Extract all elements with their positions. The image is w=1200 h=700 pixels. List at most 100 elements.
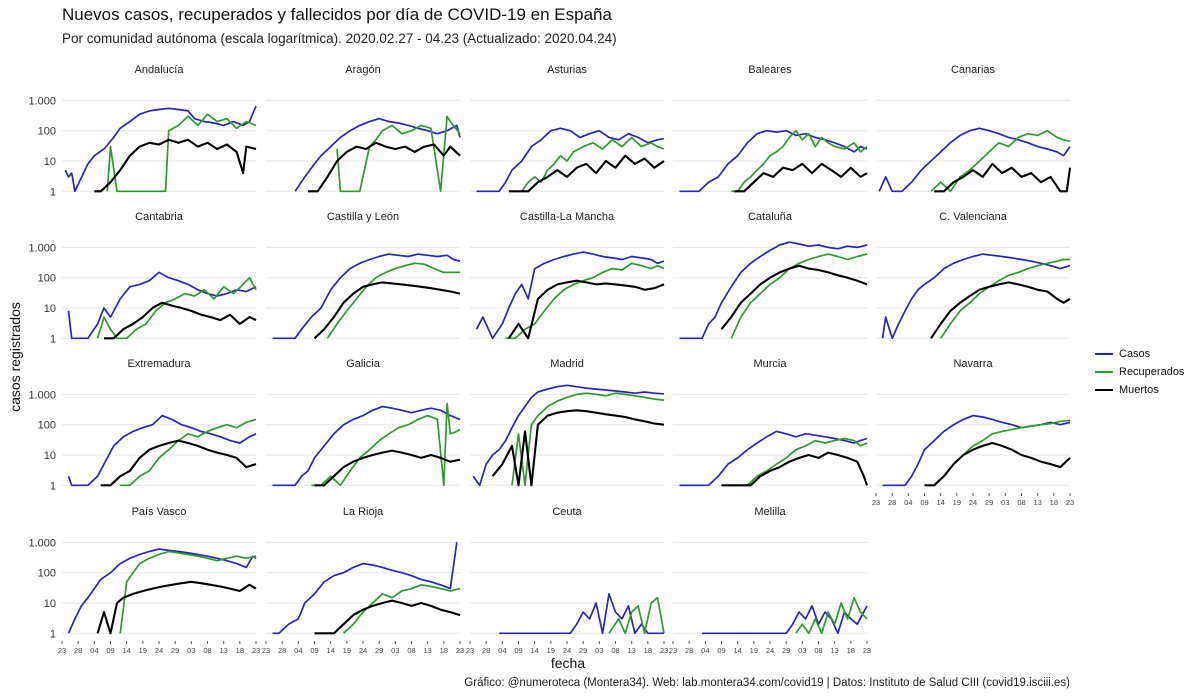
x-tick-label-ceuta-3: 09 xyxy=(514,646,522,655)
x-tick-label-navarra-5: 19 xyxy=(953,498,961,507)
y-tick-label-cantabria-10: 10 xyxy=(44,303,56,315)
y-tick-label-cantabria-1: 1 xyxy=(50,333,56,345)
x-tick-label-melilla-7: 29 xyxy=(782,646,790,655)
x-tick-label-melilla-3: 09 xyxy=(717,646,725,655)
y-axis-label: casos registrados xyxy=(7,302,23,412)
x-tick-label-la-rioja-2: 04 xyxy=(294,646,302,655)
legend-swatch-muertos xyxy=(1095,389,1113,391)
series-casos-cataluna xyxy=(679,241,868,340)
y-tick-label-andalucia-100: 100 xyxy=(38,126,56,138)
series-casos-galicia xyxy=(272,405,461,487)
series-recuperados-melilla xyxy=(795,596,868,635)
series-recuperados-cataluna xyxy=(730,253,868,339)
x-tick-label-melilla-2: 04 xyxy=(701,646,709,655)
legend-item-casos: Casos xyxy=(1095,345,1184,363)
x-tick-label-la-rioja-7: 29 xyxy=(375,646,383,655)
legend-item-recuperados: Recuperados xyxy=(1095,363,1184,381)
chart-caption: Gráfico: @numeroteca (Montera34). Web: l… xyxy=(464,677,1070,689)
panel-title-baleares: Baleares xyxy=(748,64,792,76)
x-tick-label-melilla-12: 23 xyxy=(863,646,871,655)
x-tick-label-melilla-1: 28 xyxy=(685,646,693,655)
x-tick-label-ceuta-1: 28 xyxy=(482,646,490,655)
x-tick-label-la-rioja-11: 18 xyxy=(440,646,448,655)
x-tick-label-pais-vasco-2: 04 xyxy=(90,646,98,655)
series-recuperados-galicia xyxy=(311,402,461,487)
y-tick-label-pais-vasco-1: 1 xyxy=(50,628,56,640)
x-tick-label-navarra-12: 23 xyxy=(1066,498,1074,507)
x-tick-label-la-rioja-9: 08 xyxy=(407,646,415,655)
series-recuperados-pais-vasco xyxy=(119,550,257,634)
series-casos-canarias xyxy=(878,127,1071,193)
x-tick-label-la-rioja-4: 14 xyxy=(326,646,334,655)
panel-title-madrid: Madrid xyxy=(550,358,584,370)
series-casos-madrid xyxy=(472,384,665,487)
panel-title-c-valenciana: C. Valenciana xyxy=(939,211,1008,223)
chart-subtitle: Por comunidad autónoma (escala logarítmi… xyxy=(62,31,617,46)
x-tick-label-la-rioja-5: 19 xyxy=(343,646,351,655)
x-tick-label-la-rioja-1: 28 xyxy=(278,646,286,655)
series-casos-ceuta xyxy=(499,593,664,635)
panel-title-asturias: Asturias xyxy=(547,64,587,76)
series-recuperados-murcia xyxy=(737,437,868,487)
series-recuperados-cantabria xyxy=(96,276,257,340)
y-tick-label-andalucia-10: 10 xyxy=(44,156,56,168)
legend-label-casos: Casos xyxy=(1119,348,1151,360)
x-tick-label-navarra-2: 04 xyxy=(904,498,912,507)
panel-title-galicia: Galicia xyxy=(346,358,381,370)
panel-title-pais-vasco: País Vasco xyxy=(132,506,187,518)
series-recuperados-aragon xyxy=(336,115,461,193)
y-tick-label-cantabria-1000: 1.000 xyxy=(28,242,56,254)
series-casos-navarra xyxy=(882,414,1071,487)
panel-title-la-rioja: La Rioja xyxy=(343,506,384,518)
series-muertos-aragon xyxy=(308,141,461,193)
x-tick-label-pais-vasco-4: 14 xyxy=(122,646,130,655)
x-tick-label-pais-vasco-7: 29 xyxy=(171,646,179,655)
series-recuperados-madrid xyxy=(511,392,665,487)
panel-title-andalucia: Andalucía xyxy=(135,64,185,76)
x-tick-label-navarra-6: 24 xyxy=(969,498,977,507)
x-tick-label-ceuta-7: 29 xyxy=(579,646,587,655)
panel-title-murcia: Murcia xyxy=(753,358,787,370)
x-tick-label-navarra-8: 03 xyxy=(1001,498,1009,507)
y-tick-label-andalucia-1000: 1.000 xyxy=(28,95,56,107)
legend-swatch-recuperados xyxy=(1095,371,1113,373)
series-casos-melilla xyxy=(702,605,868,635)
series-recuperados-castilla-y-leon xyxy=(326,262,460,339)
panel-title-navarra: Navarra xyxy=(953,358,993,370)
series-casos-murcia xyxy=(679,430,868,487)
y-tick-label-andalucia-1: 1 xyxy=(50,186,56,198)
x-tick-label-navarra-0: 23 xyxy=(872,498,880,507)
series-casos-cantabria xyxy=(67,271,257,340)
legend-label-recuperados: Recuperados xyxy=(1119,366,1185,378)
panel-title-cataluna: Cataluña xyxy=(748,211,793,223)
series-muertos-extremadura xyxy=(100,439,257,487)
x-tick-label-pais-vasco-3: 09 xyxy=(106,646,114,655)
series-recuperados-extremadura xyxy=(120,418,257,487)
x-tick-label-navarra-7: 29 xyxy=(985,498,993,507)
x-tick-label-la-rioja-0: 23 xyxy=(262,646,270,655)
legend: Casos Recuperados Muertos xyxy=(1095,345,1184,399)
series-recuperados-ceuta xyxy=(608,596,665,635)
panel-title-ceuta: Ceuta xyxy=(552,506,582,518)
series-casos-pais-vasco xyxy=(67,548,257,634)
series-muertos-canarias xyxy=(934,162,1072,193)
x-tick-label-melilla-6: 24 xyxy=(766,646,774,655)
x-tick-label-la-rioja-3: 09 xyxy=(310,646,318,655)
x-tick-label-ceuta-11: 18 xyxy=(644,646,652,655)
x-tick-label-pais-vasco-6: 24 xyxy=(155,646,163,655)
panel-title-cantabria: Cantabria xyxy=(135,211,184,223)
series-recuperados-canarias xyxy=(930,129,1071,193)
x-tick-label-melilla-5: 19 xyxy=(750,646,758,655)
series-recuperados-c-valenciana xyxy=(939,258,1070,339)
series-casos-baleares xyxy=(679,129,868,193)
x-tick-label-melilla-11: 18 xyxy=(847,646,855,655)
x-tick-label-ceuta-10: 13 xyxy=(627,646,635,655)
x-tick-label-navarra-1: 28 xyxy=(888,498,896,507)
y-tick-label-extremadura-1: 1 xyxy=(50,480,56,492)
y-tick-label-cantabria-100: 100 xyxy=(38,273,56,285)
x-tick-label-navarra-9: 08 xyxy=(1017,498,1025,507)
y-tick-label-extremadura-10: 10 xyxy=(44,450,56,462)
x-tick-label-ceuta-12: 23 xyxy=(660,646,668,655)
series-muertos-castilla-la-mancha xyxy=(507,279,665,340)
